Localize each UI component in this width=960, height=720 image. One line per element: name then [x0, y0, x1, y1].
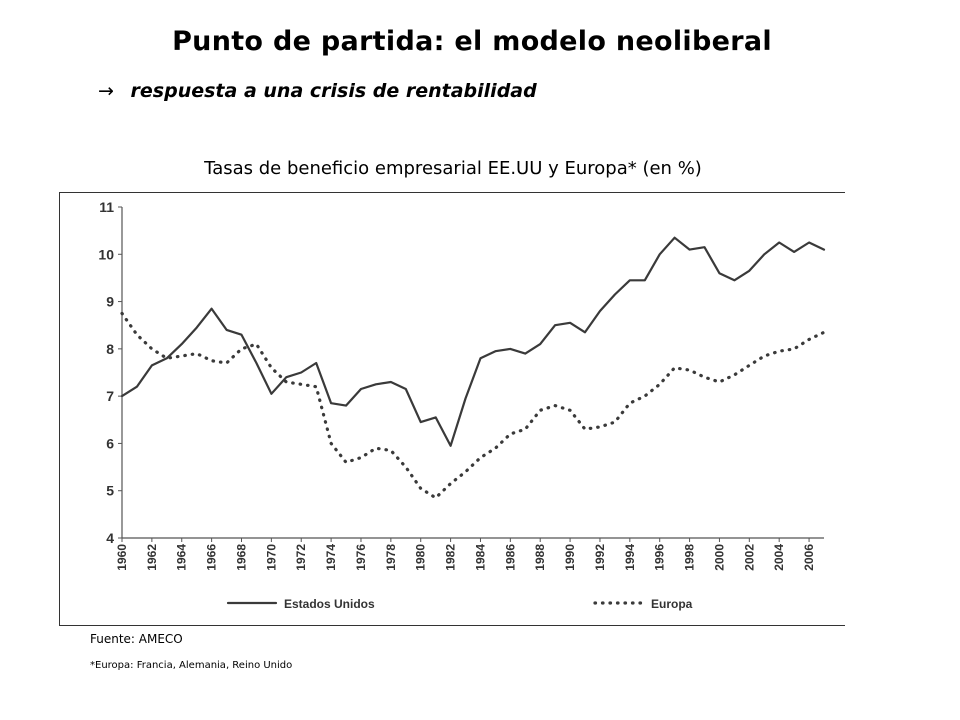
chart-title: Tasas de beneficio empresarial EE.UU y E…: [204, 158, 702, 179]
y-tick-label: 10: [98, 246, 114, 262]
x-tick-label: 1988: [533, 544, 547, 571]
x-tick-label: 2004: [772, 544, 786, 571]
x-tick-label: 1962: [145, 544, 159, 571]
y-tick-label: 9: [106, 294, 114, 310]
y-tick-label: 8: [106, 341, 114, 357]
x-tick-label: 1986: [503, 544, 517, 571]
footnote: *Europa: Francia, Alemania, Reino Unido: [90, 660, 293, 671]
x-tick-label: 1960: [115, 544, 129, 571]
x-tick-label: 2000: [712, 544, 726, 571]
chart-frame: 4 5 6 7 8 9 10 11 1960 1962 1964 1966 1968 1970 1972 19…: [59, 192, 845, 626]
x-tick-label: 1982: [444, 544, 458, 571]
x-tick-label: 1970: [264, 544, 278, 571]
series-line-estados-unidos: [120, 236, 826, 447]
x-tick-label: 1984: [473, 544, 487, 571]
x-tick-label: 2002: [742, 544, 756, 571]
y-tick-label: 11: [99, 199, 114, 215]
legend-label: Estados Unidos: [284, 597, 375, 611]
x-tick-label: 1990: [563, 544, 577, 571]
slide-title: Punto de partida: el modelo neoliberal: [172, 26, 772, 57]
x-tick-label: 1972: [294, 544, 308, 571]
line-chart: 4 5 6 7 8 9 10 11 1960 1962 1964 1966 1968 1970 1972 19…: [98, 199, 826, 611]
x-tick-label: 2006: [802, 544, 816, 571]
source-note: Fuente: AMECO: [90, 632, 183, 646]
subtitle-text: respuesta a una crisis de rentabilidad: [130, 80, 537, 102]
x-tick-label: 1980: [414, 544, 428, 571]
series-line-europa: [120, 311, 826, 500]
x-tick-label: 1996: [653, 544, 667, 571]
x-tick-label: 1966: [205, 544, 219, 571]
x-tick-label: 1964: [175, 544, 189, 571]
x-tick-label: 1974: [324, 544, 338, 571]
x-tick-label: 1994: [623, 544, 637, 571]
y-tick-label: 4: [106, 530, 114, 546]
x-tick-label: 1998: [683, 544, 697, 571]
y-tick-label: 7: [106, 388, 114, 404]
x-tick-label: 1968: [234, 544, 248, 571]
y-tick-label: 5: [106, 483, 114, 499]
x-tick-label: 1978: [384, 544, 398, 571]
subtitle-row: → respuesta a una crisis de rentabilidad: [98, 80, 537, 102]
arrow-icon: →: [98, 80, 114, 102]
legend-label: Europa: [651, 597, 693, 611]
x-tick-label: 1992: [593, 544, 607, 571]
y-tick-label: 6: [106, 435, 114, 451]
x-tick-label: 1976: [354, 544, 368, 571]
